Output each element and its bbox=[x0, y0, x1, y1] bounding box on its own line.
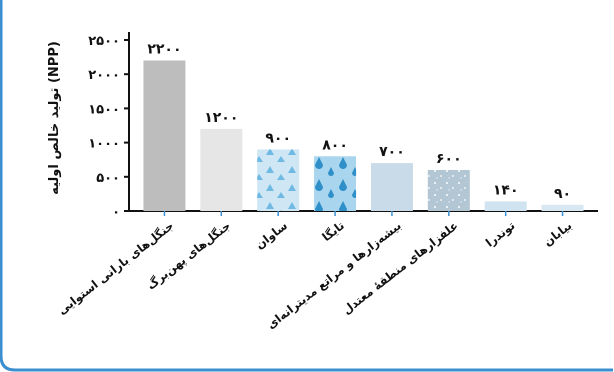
data-label: ۱۲۰۰ bbox=[204, 110, 238, 126]
data-label: ۹۰۰ bbox=[265, 130, 291, 146]
data-label: ۹۰ bbox=[554, 186, 571, 202]
x-tick-label: توندرا bbox=[483, 218, 518, 250]
y-tick-label: ۱۵۰۰ bbox=[88, 102, 120, 117]
y-axis-label: تولید خالص اولیه (NPP) bbox=[47, 41, 62, 195]
data-label: ۸۰۰ bbox=[322, 137, 348, 153]
bar bbox=[370, 163, 413, 211]
x-tick-label: جنگل‌های بارانی استوایی bbox=[55, 218, 177, 318]
x-tick-label: ساوان bbox=[253, 218, 291, 252]
data-label: ۱۴۰ bbox=[493, 182, 519, 198]
bar bbox=[484, 201, 527, 211]
bar bbox=[143, 60, 186, 211]
data-label: ۲۲۰۰ bbox=[147, 42, 181, 58]
bar-pattern bbox=[427, 169, 470, 211]
x-tick-label: تایگا bbox=[319, 218, 347, 244]
plot-area: ۰ ۵۰۰ ۱۰۰۰ ۱۵۰۰ ۲۰۰۰ ۲۵۰۰ تولید خالص اولیه (NP… bbox=[47, 32, 598, 333]
y-tick-label: ۲۵۰۰ bbox=[88, 34, 120, 49]
bar bbox=[541, 204, 584, 211]
y-tick-label: ۵۰۰ bbox=[96, 171, 120, 186]
y-tick-label: ۱۰۰۰ bbox=[88, 137, 120, 152]
x-tick-label: بیابان bbox=[541, 218, 575, 249]
bar-pattern bbox=[257, 149, 300, 211]
data-label: ۷۰۰ bbox=[379, 144, 405, 160]
bar-pattern bbox=[314, 156, 357, 211]
bar bbox=[200, 128, 243, 211]
x-tick-label: علفزارهای منطقهٔ معتدل bbox=[340, 218, 461, 317]
y-tick-label: ۲۰۰۰ bbox=[88, 68, 120, 83]
y-tick-label: ۰ bbox=[112, 205, 120, 220]
data-label: ۶۰۰ bbox=[436, 151, 462, 167]
